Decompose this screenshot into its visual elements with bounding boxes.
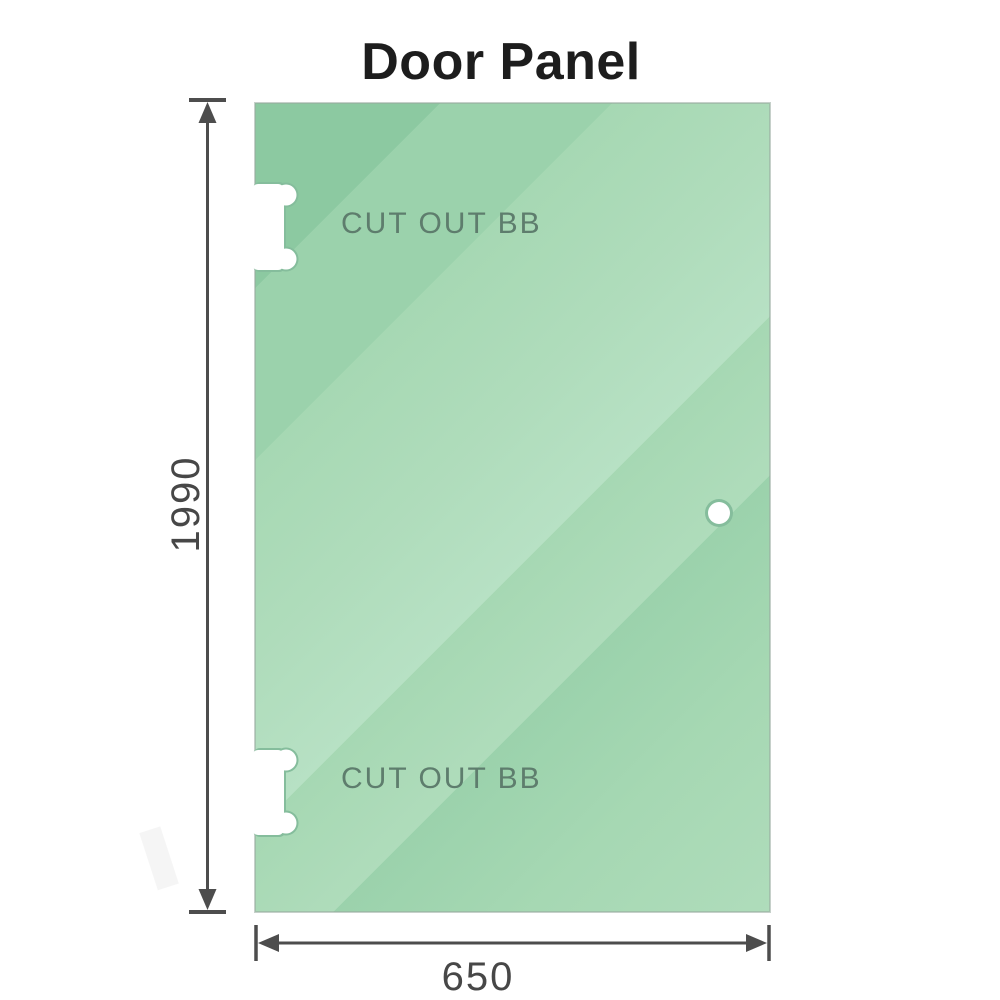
watermark-stripe	[139, 826, 179, 891]
glass-panel	[254, 102, 771, 913]
width-dimension: 650	[254, 925, 771, 999]
hinge-cutout-top-hole	[252, 184, 297, 270]
width-arrow-left-icon	[258, 934, 279, 952]
width-arrow-right-icon	[746, 934, 767, 952]
hinge-cutout-bottom	[252, 747, 299, 837]
width-dimension-label: 650	[442, 955, 515, 999]
hinge-cutout-top	[252, 182, 299, 272]
handle-hole	[705, 499, 733, 527]
cutout-label-top: CUT OUT BB	[341, 207, 542, 240]
height-arrow-up-icon	[198, 102, 217, 123]
hinge-cutout-bottom-hole	[252, 749, 297, 835]
cutout-label-bottom: CUT OUT BB	[341, 762, 542, 795]
height-dimension-label: 1990	[164, 456, 208, 553]
height-arrow-down-icon	[198, 889, 217, 910]
page-title: Door Panel	[361, 33, 641, 91]
height-dimension: 1990	[164, 98, 226, 914]
